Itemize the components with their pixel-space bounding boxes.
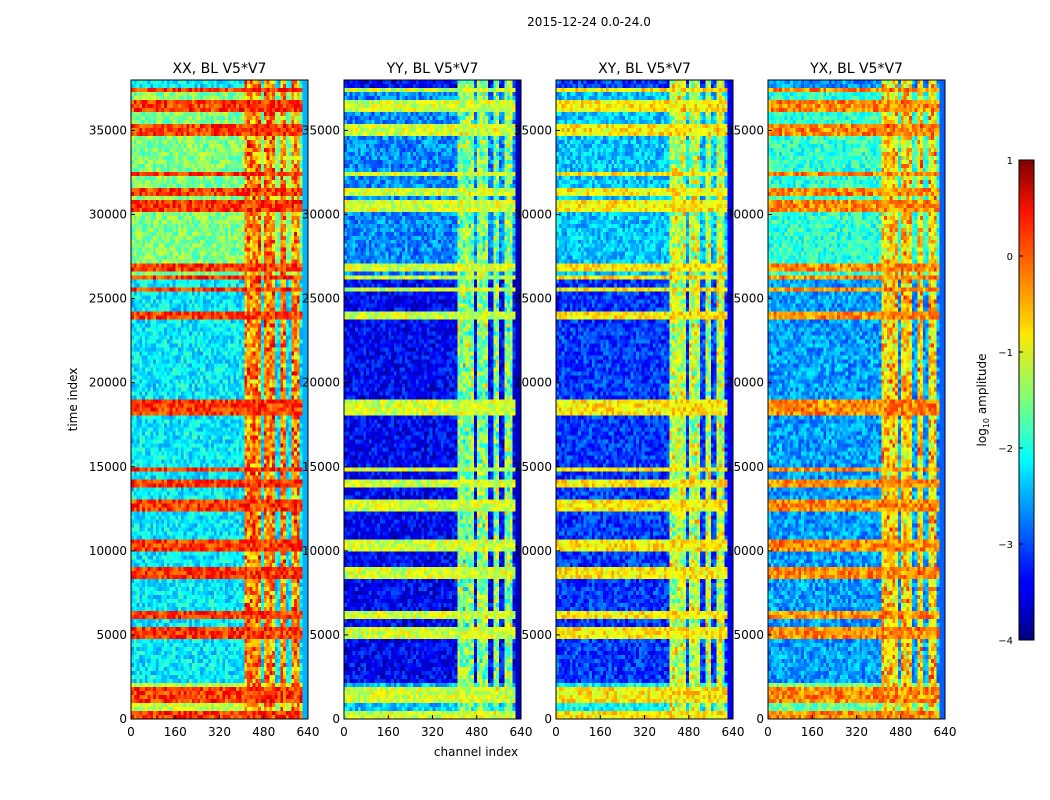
y-tick-label: 5000 bbox=[96, 628, 127, 642]
x-tick-label: 480 bbox=[465, 725, 488, 739]
y-tick-label: 25000 bbox=[726, 292, 764, 306]
y-tick-label: 0 bbox=[544, 712, 552, 726]
y-tick-label: 0 bbox=[756, 712, 764, 726]
y-tick-label: 20000 bbox=[89, 376, 127, 390]
y-tick-label: 25000 bbox=[302, 292, 340, 306]
y-tick-label: 30000 bbox=[726, 208, 764, 222]
y-tick-label: 10000 bbox=[302, 544, 340, 558]
colorbar-gradient bbox=[1018, 159, 1035, 641]
figure-suptitle: 2015-12-24 0.0-24.0 bbox=[527, 15, 651, 29]
y-tick-label: 5000 bbox=[521, 628, 552, 642]
colorbar-label-main: log bbox=[975, 428, 989, 446]
x-tick-label: 640 bbox=[510, 725, 533, 739]
y-tick-label: 15000 bbox=[89, 460, 127, 474]
y-tick-label: 30000 bbox=[302, 208, 340, 222]
y-tick-label: 30000 bbox=[89, 208, 127, 222]
heatmap-panel-1: XX, BL V5*V7 0 160 320 480 640 0 5000 10000 15000… bbox=[66, 61, 319, 739]
y-tick-label: 25000 bbox=[514, 292, 552, 306]
heatmap-image bbox=[768, 80, 945, 719]
x-tick-label: 160 bbox=[801, 725, 824, 739]
colorbar-tick-label: 0 bbox=[1007, 252, 1013, 263]
heatmap-panel-4: YX, BL V5*V7 0 160 320 480 640 0 5000 10000 15000… bbox=[726, 61, 957, 739]
heatmap-image bbox=[556, 80, 733, 719]
y-tick-label: 5000 bbox=[309, 628, 340, 642]
y-tick-label: 20000 bbox=[726, 376, 764, 390]
y-tick-label: 20000 bbox=[302, 376, 340, 390]
x-tick-label: 0 bbox=[127, 725, 135, 739]
colorbar: 10−1−2−3−4 log10 amplitude bbox=[975, 156, 1035, 647]
panel-title: YX, BL V5*V7 bbox=[809, 61, 903, 77]
y-tick-label: 25000 bbox=[89, 292, 127, 306]
x-tick-label: 320 bbox=[845, 725, 868, 739]
y-tick-label: 0 bbox=[332, 712, 340, 726]
shared-x-axis-label: channel index bbox=[434, 745, 518, 759]
colorbar-label: log10 amplitude bbox=[975, 354, 991, 447]
panel-title: XX, BL V5*V7 bbox=[173, 61, 267, 77]
y-tick-label: 35000 bbox=[514, 123, 552, 137]
y-tick-label: 5000 bbox=[733, 628, 764, 642]
colorbar-tick-label: −2 bbox=[998, 444, 1013, 455]
y-tick-label: 15000 bbox=[514, 460, 552, 474]
heatmap-image bbox=[131, 80, 308, 719]
x-tick-label: 640 bbox=[297, 725, 320, 739]
colorbar-tick-label: 1 bbox=[1007, 156, 1013, 167]
x-tick-label: 320 bbox=[633, 725, 656, 739]
x-tick-label: 320 bbox=[208, 725, 231, 739]
x-tick-label: 480 bbox=[889, 725, 912, 739]
x-tick-label: 320 bbox=[421, 725, 444, 739]
y-tick-label: 10000 bbox=[89, 544, 127, 558]
colorbar-tick-label: −3 bbox=[998, 540, 1013, 551]
x-tick-label: 480 bbox=[677, 725, 700, 739]
x-tick-label: 160 bbox=[164, 725, 187, 739]
panel-title: XY, BL V5*V7 bbox=[598, 61, 691, 77]
x-tick-label: 0 bbox=[340, 725, 348, 739]
x-tick-label: 160 bbox=[589, 725, 612, 739]
heatmap-image bbox=[344, 80, 521, 719]
y-tick-label: 35000 bbox=[89, 123, 127, 137]
panel-title: YY, BL V5*V7 bbox=[386, 61, 479, 77]
colorbar-tick-label: −1 bbox=[998, 348, 1013, 359]
heatmap-panel-3: XY, BL V5*V7 0 160 320 480 640 0 5000 10000 15000… bbox=[514, 61, 745, 739]
y-tick-label: 35000 bbox=[302, 123, 340, 137]
y-tick-label: 30000 bbox=[514, 208, 552, 222]
y-tick-label: 10000 bbox=[726, 544, 764, 558]
colorbar-tick-label: −4 bbox=[998, 636, 1013, 647]
y-tick-label: 15000 bbox=[302, 460, 340, 474]
heatmap-panel-2: YY, BL V5*V7 0 160 320 480 640 0 5000 10000 15000… bbox=[302, 61, 533, 739]
colorbar-label-sub: 10 bbox=[982, 418, 991, 428]
y-tick-label: 10000 bbox=[514, 544, 552, 558]
y-axis-label: time index bbox=[66, 368, 80, 432]
x-tick-label: 640 bbox=[934, 725, 957, 739]
x-tick-label: 160 bbox=[377, 725, 400, 739]
x-tick-label: 0 bbox=[552, 725, 560, 739]
x-tick-label: 480 bbox=[252, 725, 275, 739]
y-tick-label: 15000 bbox=[726, 460, 764, 474]
colorbar-label-suffix: amplitude bbox=[975, 354, 989, 418]
y-tick-label: 0 bbox=[119, 712, 127, 726]
y-tick-label: 35000 bbox=[726, 123, 764, 137]
x-tick-label: 640 bbox=[722, 725, 745, 739]
y-tick-label: 20000 bbox=[514, 376, 552, 390]
x-tick-label: 0 bbox=[764, 725, 772, 739]
